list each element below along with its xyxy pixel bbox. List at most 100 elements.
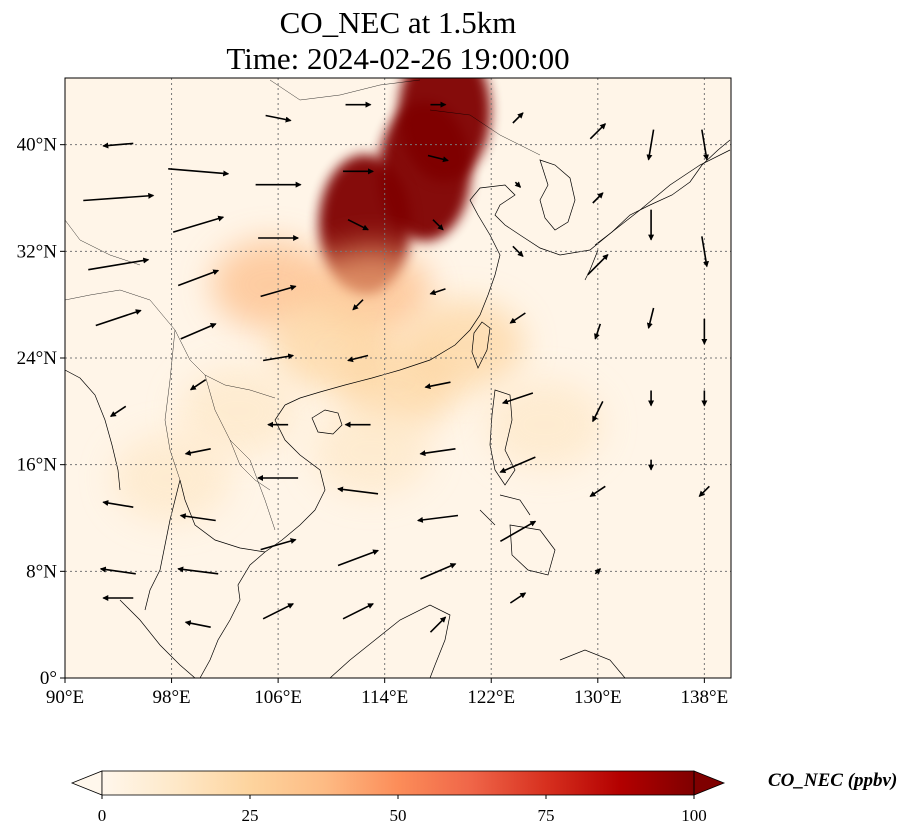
wind-arrow	[594, 568, 602, 575]
taiwan-island	[471, 321, 491, 369]
colorbar-tick-label: 0	[98, 806, 107, 825]
lon-tick-label: 130°E	[574, 687, 622, 708]
lat-tick-label: 8°N	[26, 561, 57, 582]
korea-peninsula	[539, 159, 576, 231]
wind-arrow	[102, 142, 134, 149]
wind-arrow	[179, 513, 216, 522]
border-line	[65, 219, 141, 266]
wind-arrow	[512, 245, 524, 258]
wind-arrow	[172, 215, 225, 233]
border-line	[65, 289, 276, 399]
hainan-island	[311, 409, 343, 435]
concentration-blob	[311, 406, 432, 497]
wind-arrow	[168, 168, 230, 177]
concentration-blob	[404, 299, 525, 390]
wind-arrow	[337, 549, 379, 567]
wind-arrow	[509, 312, 526, 324]
sumatra-island	[119, 599, 196, 678]
latitude-axis: 0° 8°N 16°N 24°N 32°N 40°N	[17, 135, 65, 689]
wind-arrow	[260, 538, 297, 551]
concentration-blob	[398, 78, 491, 182]
wind-arrow	[501, 392, 534, 405]
wind-arrow	[592, 192, 604, 204]
colorbar-under-triangle	[70, 770, 103, 796]
wind-arrow	[180, 323, 217, 340]
wind-arrow	[512, 112, 524, 124]
wind-arrow	[592, 400, 604, 423]
lat-tick-label: 24°N	[17, 348, 58, 369]
indochina-coastline	[199, 404, 326, 678]
wind-arrow	[262, 603, 295, 620]
wind-arrow	[88, 257, 150, 271]
lat-tick-label: 0°	[40, 668, 57, 689]
concentration-blob	[178, 366, 299, 457]
wind-vectors	[83, 101, 710, 633]
border-line	[204, 374, 271, 491]
wind-arrow	[184, 448, 211, 456]
wind-arrow	[499, 520, 537, 543]
wind-arrow	[587, 253, 609, 276]
china-coastline	[284, 149, 731, 406]
wind-arrow	[701, 236, 709, 268]
wind-arrow	[420, 563, 457, 580]
wind-arrow	[265, 114, 292, 123]
wind-arrow	[102, 500, 134, 508]
wind-arrow	[419, 448, 456, 457]
wind-arrow	[109, 405, 127, 417]
myanmar-coast	[65, 369, 121, 491]
wind-arrow	[429, 288, 446, 296]
wind-arrow	[352, 299, 364, 311]
colorbar-ticks: 0 25 50 75 100	[98, 795, 707, 825]
wind-arrow	[347, 218, 369, 231]
wind-arrow	[260, 284, 297, 298]
lat-tick-label: 32°N	[17, 241, 58, 262]
lat-tick-label: 16°N	[17, 455, 58, 476]
wind-arrow	[184, 620, 211, 628]
visayas-islands	[479, 494, 531, 526]
borneo-island	[329, 604, 451, 678]
map-frame	[64, 77, 732, 679]
wind-arrow	[701, 129, 709, 161]
map-title-line2: Time: 2024-02-26 19:00:00	[226, 41, 570, 76]
colorbar: 0 25 50 75 100	[70, 770, 726, 825]
wind-arrow	[347, 354, 369, 363]
lon-tick-label: 114°E	[361, 687, 408, 708]
wind-arrow	[424, 381, 451, 390]
wind-arrow	[83, 192, 155, 202]
wind-arrow	[429, 616, 447, 633]
colorbar-over-triangle	[693, 770, 726, 796]
wind-arrow	[594, 323, 602, 340]
lon-tick-label: 98°E	[152, 687, 190, 708]
wind-arrow	[177, 566, 219, 575]
lon-tick-label: 90°E	[46, 687, 84, 708]
wind-arrow	[432, 219, 444, 231]
japan-islands	[584, 139, 731, 281]
wind-arrow	[177, 269, 220, 287]
wind-arrow	[499, 456, 536, 473]
lon-tick-label: 106°E	[254, 687, 302, 708]
gulf-thailand-coast	[144, 479, 266, 611]
mindanao-island	[509, 524, 556, 576]
country-borders	[65, 79, 541, 531]
lat-tick-label: 40°N	[17, 135, 58, 156]
wind-arrow	[189, 379, 207, 391]
wind-arrow	[262, 353, 295, 362]
wind-arrow	[416, 514, 459, 523]
longitude-axis: 90°E 98°E 106°E 114°E 122°E 130°E 138°E	[46, 678, 728, 708]
concentration-blob	[484, 379, 605, 470]
wind-arrow	[589, 123, 607, 140]
map-title-line1: CO_NEC at 1.5km	[279, 5, 517, 40]
colorbar-tick-label: 75	[538, 806, 555, 825]
wind-arrow	[646, 307, 655, 329]
colorbar-gradient	[102, 771, 694, 795]
wind-arrow	[509, 592, 527, 604]
wind-arrow	[427, 154, 449, 163]
wind-arrow	[337, 486, 379, 495]
co-concentration-field	[111, 78, 605, 523]
graticule	[65, 78, 731, 678]
colorbar-tick-label: 100	[681, 806, 707, 825]
wind-arrow	[698, 485, 710, 498]
colorbar-label: CO_NEC (ppbv)	[768, 770, 898, 791]
wind-arrow	[514, 181, 522, 188]
